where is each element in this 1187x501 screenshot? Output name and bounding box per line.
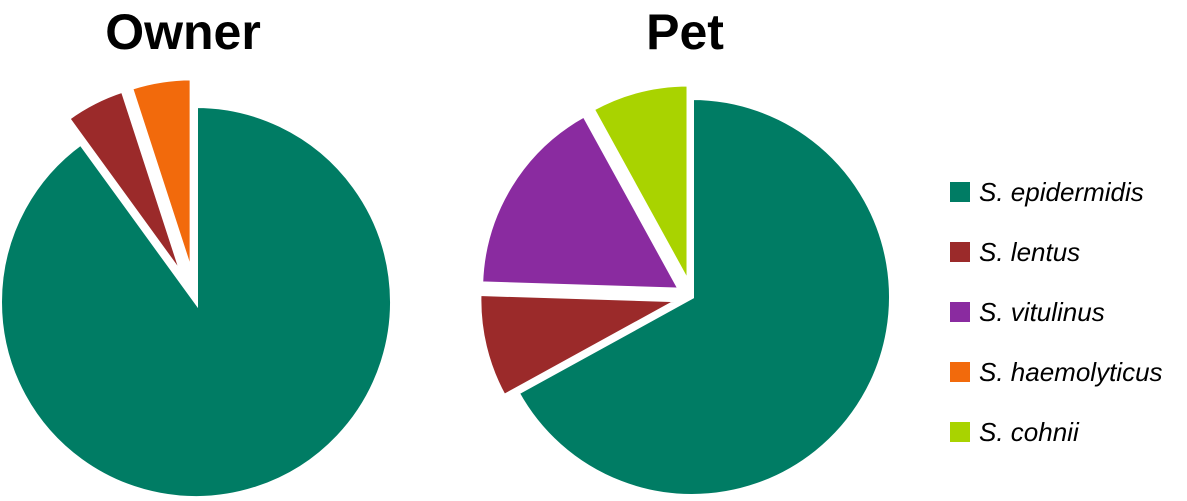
legend-item: S. haemolyticus xyxy=(950,342,1163,402)
legend: S. epidermidis S. lentus S. vitulinus S.… xyxy=(950,162,1163,462)
legend-item: S. lentus xyxy=(950,222,1163,282)
pie-slice-s-haemolyticus xyxy=(128,76,194,275)
pie-slice-s-lentus xyxy=(477,291,686,399)
owner-pie xyxy=(0,76,394,500)
pie-slice-s-vitulinus xyxy=(479,112,684,292)
legend-item: S. vitulinus xyxy=(950,282,1163,342)
legend-label: S. cohnii xyxy=(979,416,1079,447)
legend-swatch xyxy=(950,422,970,442)
pie-slice-s-cohnii xyxy=(589,82,691,285)
legend-label: S. epidermidis xyxy=(979,176,1144,207)
legend-swatch xyxy=(950,242,970,262)
legend-item: S. cohnii xyxy=(950,402,1163,462)
owner-chart-title: Owner xyxy=(105,4,261,60)
legend-swatch xyxy=(950,182,970,202)
legend-item: S. epidermidis xyxy=(950,162,1163,222)
legend-swatch xyxy=(950,302,970,322)
pie-slice-s-lentus xyxy=(65,88,186,279)
legend-label: S. lentus xyxy=(979,236,1081,267)
pie-slice-s-epidermidis xyxy=(514,95,893,498)
legend-label: S. vitulinus xyxy=(979,296,1105,327)
pie-slice-s-epidermidis xyxy=(0,103,394,500)
legend-swatch xyxy=(950,362,970,382)
legend-label: S. haemolyticus xyxy=(979,356,1163,387)
pet-pie xyxy=(477,82,893,498)
pet-chart-title: Pet xyxy=(646,4,724,60)
